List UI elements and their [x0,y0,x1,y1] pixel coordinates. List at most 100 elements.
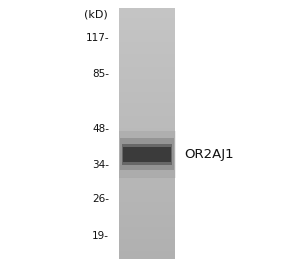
Bar [119,163,175,165]
Bar [119,204,175,205]
Bar [119,150,175,151]
Bar [119,196,175,197]
Bar [119,102,175,103]
Bar [119,137,175,138]
Bar [119,153,175,155]
Text: 34-: 34- [92,160,109,170]
Bar [119,131,175,178]
Bar [119,131,175,132]
Bar [119,18,175,19]
Bar [119,57,175,58]
Bar [119,173,175,175]
Bar [119,117,175,118]
Bar [119,172,175,173]
Bar [119,157,175,158]
Bar [119,166,175,167]
Bar [119,27,175,28]
Bar [119,188,175,190]
Bar [119,151,175,152]
Bar [119,58,175,59]
Bar [119,230,175,231]
Bar [119,64,175,66]
Bar [119,103,175,105]
Bar [119,140,175,141]
Bar [119,247,175,249]
Bar [119,232,175,234]
Bar [119,47,175,48]
Bar [119,28,175,29]
Bar [119,226,175,227]
Bar [119,86,175,87]
Bar [119,145,175,146]
Bar [119,33,175,34]
Text: 26-: 26- [92,194,109,204]
Bar [119,152,175,153]
Bar [119,234,175,235]
Bar [119,244,175,245]
Bar [119,186,175,187]
Bar [119,197,175,199]
Bar [119,251,175,252]
Bar [119,108,175,110]
Bar [119,135,175,136]
Bar [119,73,175,74]
Bar [119,206,175,207]
Bar [119,74,175,76]
Bar [119,66,175,67]
Bar [119,133,175,135]
Bar [119,147,175,148]
Bar [119,158,175,160]
Bar [119,10,175,12]
Bar [119,165,175,166]
Bar [119,229,175,230]
Bar [119,53,175,54]
Bar [119,25,175,27]
Bar [119,148,175,150]
Bar [119,142,175,143]
Bar [119,239,175,240]
Text: 48-: 48- [92,124,109,134]
Bar [119,205,175,206]
Bar [119,241,175,242]
Bar [119,42,175,43]
Bar [119,185,175,186]
Bar [119,8,175,9]
Bar [119,122,175,123]
Bar [119,83,175,84]
Bar [119,72,175,73]
Bar [119,201,175,202]
Bar [119,199,175,200]
Bar [119,191,175,192]
Bar [119,101,175,102]
Bar [119,91,175,92]
Bar [119,220,175,221]
Bar [119,146,175,147]
Bar [119,216,175,217]
Bar [119,63,175,64]
Bar [119,76,175,77]
Bar [119,167,175,168]
Bar [119,141,175,142]
Bar [119,116,175,117]
Bar [119,162,175,163]
Bar [119,111,175,112]
Bar [119,156,175,157]
Bar [119,97,175,98]
Bar [119,43,175,44]
Bar [119,81,175,82]
Bar [119,175,175,176]
Bar [119,210,175,211]
Bar [119,87,175,88]
Bar [119,177,175,178]
Bar [119,89,175,91]
Bar [119,183,175,185]
Bar [119,214,175,215]
Bar [119,231,175,232]
Bar [119,106,175,107]
Bar [119,227,175,229]
Bar [119,211,175,212]
Bar [119,160,175,161]
Bar [123,147,171,162]
Bar [119,17,175,18]
Bar [119,125,175,126]
